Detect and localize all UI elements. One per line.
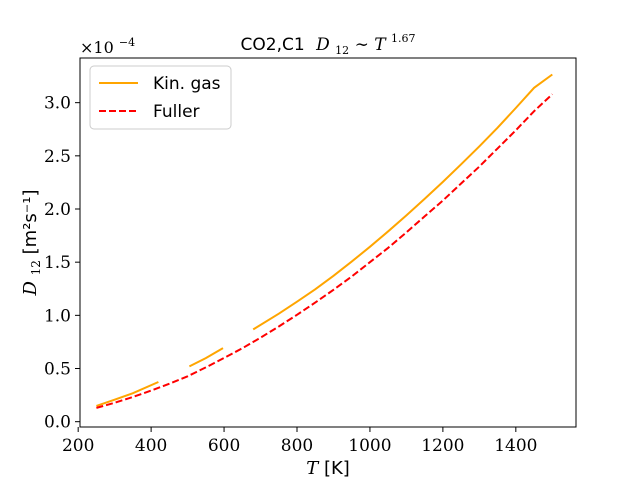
- y-tick-label: 0.5: [44, 360, 71, 380]
- y-offset-exp: −4: [119, 36, 135, 49]
- x-axis: 200 400 600 800 1000 1200 1400: [62, 427, 537, 456]
- y-axis-label-sub: 12: [29, 260, 43, 275]
- series-line-kin-gas: [96, 381, 159, 407]
- y-axis-label-var: D: [20, 281, 41, 297]
- y-axis-label-unit: [m²s⁻¹]: [20, 189, 41, 254]
- y-axis: 0.0 0.5 1.0 1.5 2.0 2.5 3.0: [44, 94, 80, 433]
- y-offset-base: ×10: [80, 38, 114, 57]
- title-math-sub: 12: [335, 44, 349, 57]
- y-tick-label: 1.0: [44, 306, 71, 326]
- series-line-kin-gas: [252, 73, 553, 331]
- legend: Kin. gas Fuller: [89, 65, 232, 130]
- y-tick-label: 2.0: [44, 200, 71, 220]
- y-tick-label: 1.5: [44, 253, 71, 273]
- x-axis-label-unit: [K]: [324, 458, 350, 479]
- x-tick-label: 400: [135, 436, 167, 456]
- chart-title: CO2,C1 D 12 ∼ T 1.67: [241, 32, 416, 59]
- title-math-exp: 1.67: [391, 32, 416, 45]
- y-tick-label: 3.0: [44, 94, 71, 114]
- legend-label-kin-gas: Kin. gas: [153, 74, 221, 94]
- y-axis-label: D 12 [m²s⁻¹]: [20, 189, 45, 296]
- title-math-rel: ∼ T: [355, 35, 388, 55]
- chart-title-text: CO2,C1: [241, 35, 305, 55]
- x-tick-label: 600: [208, 436, 240, 456]
- y-offset-label: ×10 −4: [80, 36, 135, 57]
- x-tick-label: 1400: [494, 436, 537, 456]
- y-tick-label: 2.5: [44, 147, 71, 167]
- legend-label-fuller: Fuller: [153, 102, 200, 122]
- axes-frame: [79, 57, 577, 428]
- x-axis-label-var: T: [306, 458, 320, 479]
- series-line-fuller: [96, 93, 553, 409]
- y-tick-label: 0.0: [44, 413, 71, 433]
- x-tick-label: 1000: [348, 436, 391, 456]
- x-tick-label: 800: [281, 436, 313, 456]
- legend-box: [89, 65, 232, 130]
- x-tick-label: 1200: [421, 436, 464, 456]
- title-math-var: D: [315, 35, 330, 55]
- series-line-kin-gas: [188, 347, 224, 368]
- x-tick-label: 200: [62, 436, 94, 456]
- plot-area: [79, 57, 577, 428]
- x-axis-label: T [K]: [306, 458, 350, 479]
